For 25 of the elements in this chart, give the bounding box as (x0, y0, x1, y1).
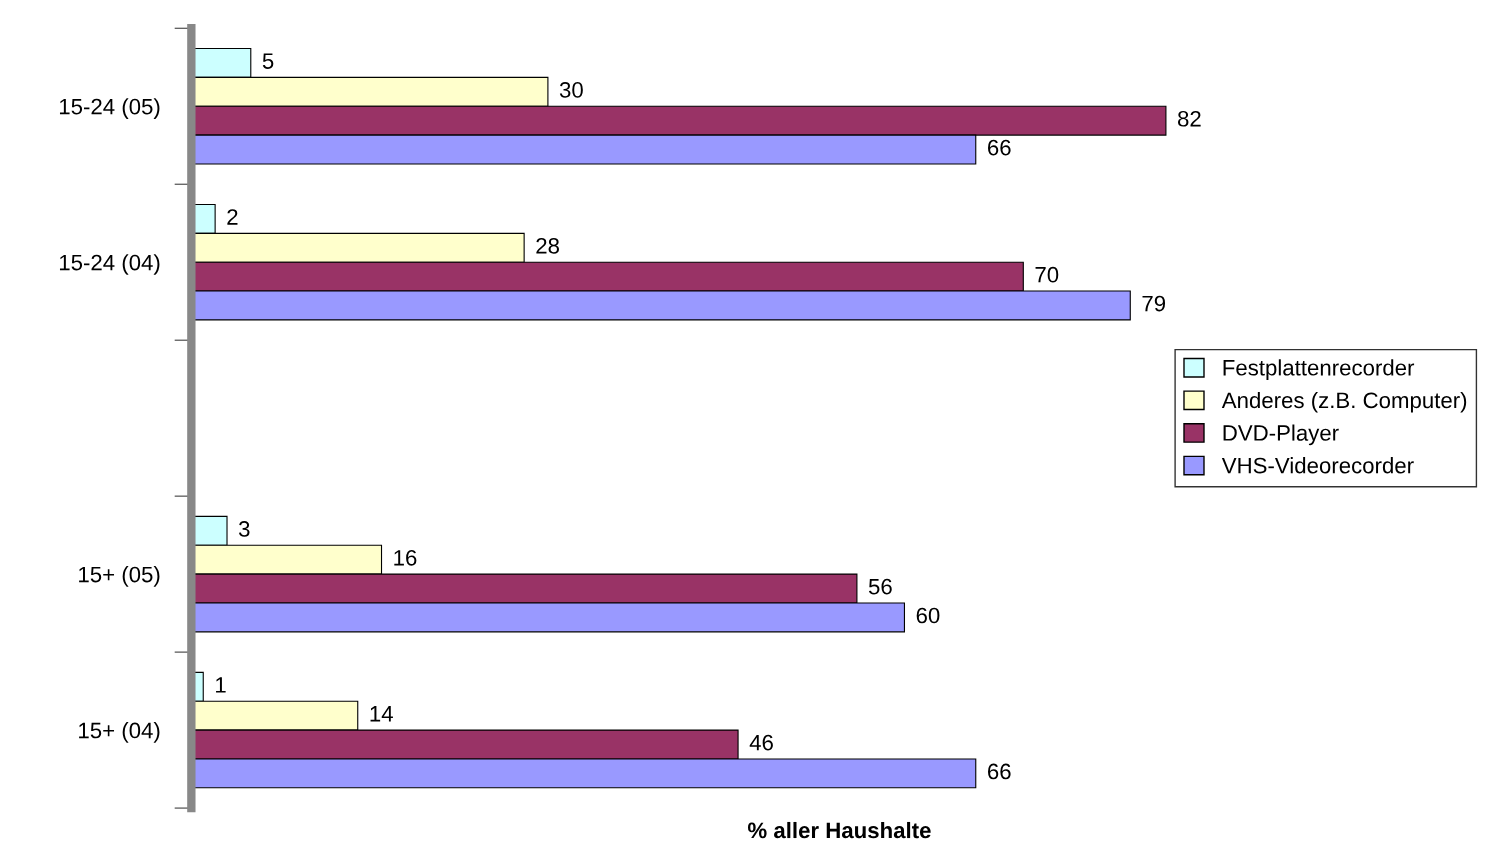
data-label: 14 (370, 706, 393, 722)
data-label: 2 (227, 209, 238, 225)
data-label: 3 (238, 521, 250, 537)
data-label: 56 (868, 578, 892, 595)
data-label: 30 (559, 82, 583, 98)
data-label: 70 (1035, 266, 1059, 283)
data-label: 5 (262, 53, 274, 69)
legend-label: VHS-Videorecorder (1221, 457, 1414, 474)
data-label: 66 (988, 763, 1011, 780)
legend-label: Anderes (z.B. Computer) (1221, 391, 1467, 413)
y-tick-label: 15+ (04) (79, 722, 160, 743)
y-tick-label: 15-24 (04) (59, 254, 160, 275)
data-label: 82 (1178, 110, 1201, 127)
x-axis-title: % aller Haushalte (747, 821, 931, 839)
data-label: 60 (916, 607, 940, 624)
data-label: 66 (988, 139, 1011, 156)
data-label: 1 (216, 677, 226, 693)
y-tick-label: 15-24 (05) (59, 98, 160, 119)
data-label: 46 (749, 734, 773, 751)
data-label: 79 (1142, 295, 1166, 312)
legend-label: Festplattenrecorder (1223, 359, 1415, 380)
data-label: 16 (394, 549, 417, 566)
y-tick-label: 15+ (05) (79, 566, 160, 587)
data-label: 28 (536, 238, 559, 254)
legend-label: DVD-Player (1223, 424, 1339, 446)
